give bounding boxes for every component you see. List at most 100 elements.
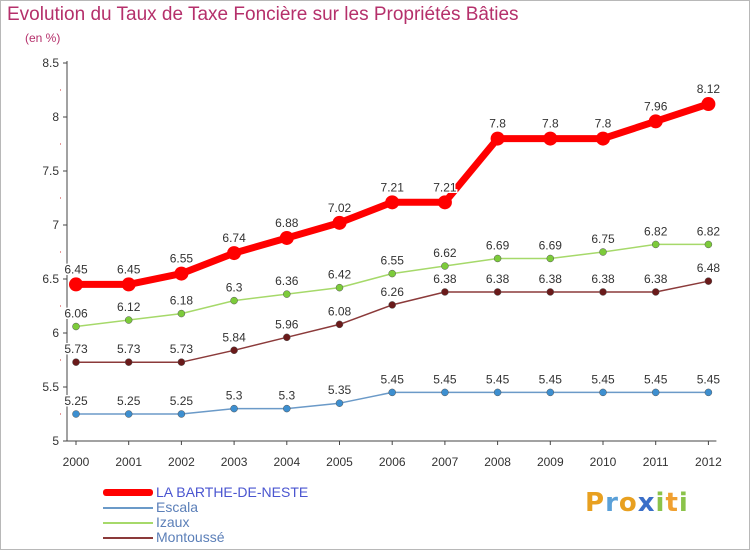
- x-tick-label: 2003: [221, 455, 248, 469]
- logo-letter: P: [585, 488, 606, 518]
- data-point: [335, 320, 344, 329]
- x-tick-label: 2009: [537, 455, 564, 469]
- data-label: 6.55: [170, 252, 194, 266]
- y-tick-label: 8.5: [42, 56, 59, 70]
- data-label: 5.3: [226, 389, 243, 403]
- data-label: 5.45: [697, 372, 721, 386]
- legend-label: LA BARTHE-DE-NESTE: [156, 484, 309, 500]
- data-label: 5.45: [486, 372, 510, 386]
- data-point: [546, 388, 555, 397]
- data-point: [177, 309, 186, 318]
- logo-letter: i: [678, 488, 689, 518]
- data-point: [441, 288, 449, 296]
- data-point: [283, 290, 291, 298]
- data-label: 5.25: [170, 394, 194, 408]
- data-label: 5.45: [539, 372, 563, 386]
- data-point: [283, 404, 291, 413]
- data-point: [546, 288, 555, 296]
- legend-label: Montoussé: [156, 529, 225, 545]
- y-tick-label: 5.5: [42, 380, 59, 394]
- data-point: [72, 410, 80, 418]
- data-point: [69, 277, 83, 292]
- chart-subtitle: (en %): [25, 31, 61, 45]
- logo-letter: r: [605, 488, 619, 518]
- data-label: 5.73: [117, 342, 141, 356]
- data-point: [72, 322, 80, 331]
- data-label: 6.38: [433, 272, 457, 286]
- data-point: [596, 131, 610, 146]
- data-label: 5.35: [328, 383, 352, 397]
- y-tick-label: 6.5: [42, 272, 59, 286]
- data-point: [493, 254, 502, 263]
- data-label: 5.45: [433, 372, 457, 386]
- data-label: 6.55: [381, 254, 405, 268]
- data-label: 6.75: [591, 232, 615, 246]
- data-point: [230, 404, 238, 413]
- logo-letter: x: [637, 488, 656, 518]
- data-point: [177, 410, 186, 418]
- logo-letter: i: [655, 488, 666, 518]
- data-label: 6.38: [591, 272, 615, 286]
- data-label: 6.69: [486, 238, 510, 252]
- data-point: [704, 277, 713, 285]
- data-label: 5.73: [170, 342, 194, 356]
- data-label: 6.38: [486, 272, 510, 286]
- data-label: 6.08: [328, 304, 352, 318]
- data-point: [230, 346, 238, 355]
- data-label: 6.74: [222, 231, 246, 245]
- data-point: [332, 215, 347, 230]
- data-point: [651, 240, 660, 249]
- data-point: [648, 114, 663, 129]
- legend-swatch: [103, 522, 153, 524]
- data-label: 7.21: [433, 180, 457, 194]
- data-label: 6.45: [117, 262, 141, 276]
- data-label: 6.18: [170, 294, 194, 308]
- data-point: [651, 288, 660, 296]
- data-point: [124, 316, 133, 324]
- x-tick-label: 2008: [484, 455, 511, 469]
- chart-title: Evolution du Taux de Taxe Foncière sur l…: [7, 4, 519, 25]
- data-label: 7.8: [489, 117, 506, 131]
- y-tick-label: 7: [52, 218, 59, 232]
- data-point: [72, 358, 80, 366]
- x-tick-label: 2010: [590, 455, 617, 469]
- data-point: [651, 388, 660, 397]
- data-label: 5.73: [64, 342, 88, 356]
- x-tick-label: 2001: [115, 455, 142, 469]
- data-label: 7.21: [381, 180, 405, 194]
- data-point: [599, 248, 607, 256]
- data-point: [174, 266, 189, 281]
- data-point: [441, 262, 449, 270]
- data-label: 5.96: [275, 317, 299, 331]
- data-point: [493, 288, 502, 296]
- data-label: 8.12: [697, 82, 721, 96]
- y-tick-label: 5: [52, 434, 59, 448]
- data-point: [177, 358, 186, 366]
- data-label: 5.25: [64, 394, 88, 408]
- data-point: [124, 410, 133, 418]
- data-label: 6.48: [697, 261, 721, 275]
- logo-letter: t: [665, 488, 679, 518]
- legend-swatch: [103, 489, 153, 496]
- data-label: 6.45: [64, 262, 88, 276]
- data-label: 5.84: [222, 330, 246, 344]
- data-label: 5.45: [381, 372, 405, 386]
- y-tick-label: 7.5: [42, 164, 59, 178]
- data-point: [227, 246, 242, 261]
- y-tick-label: 8: [52, 110, 59, 124]
- data-point: [121, 277, 136, 292]
- data-point: [279, 230, 294, 245]
- data-point: [388, 269, 396, 278]
- x-tick-label: 2007: [432, 455, 459, 469]
- data-point: [490, 131, 505, 146]
- data-label: 6.62: [433, 246, 457, 260]
- legend-label: Izaux: [156, 514, 190, 530]
- data-label: 5.45: [644, 372, 668, 386]
- x-tick-label: 2011: [643, 455, 669, 469]
- line-chart: 5 5.5 6 6.5 7 7.5 8 8.5 2000 2001 2002 2003 2004 2005…: [42, 56, 722, 469]
- data-label: 6.69: [539, 238, 563, 252]
- data-point: [493, 388, 502, 397]
- data-point: [388, 388, 396, 397]
- data-point: [543, 131, 558, 146]
